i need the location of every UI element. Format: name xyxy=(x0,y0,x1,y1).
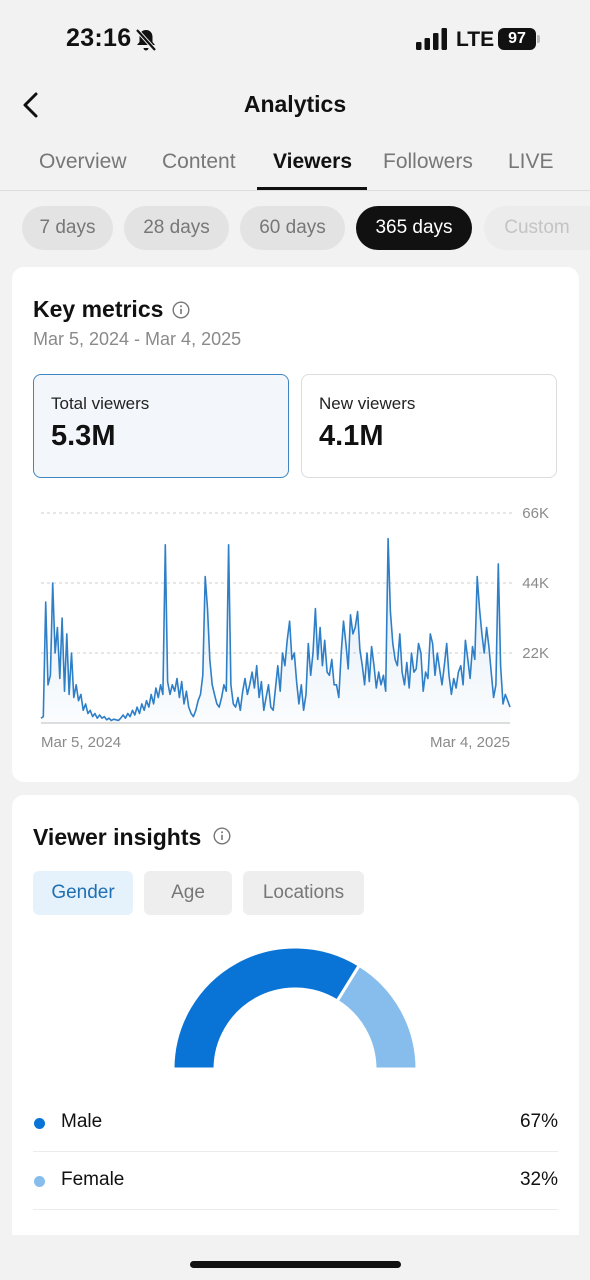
donut-slice-female xyxy=(335,963,419,1071)
home-indicator xyxy=(190,1261,401,1268)
page-title: Analytics xyxy=(243,91,347,117)
back-arrow-icon[interactable] xyxy=(18,90,46,120)
new-viewers-value: 4.1M xyxy=(319,420,384,452)
segment-locations[interactable]: Locations xyxy=(243,871,364,915)
range-7-days[interactable]: 7 days xyxy=(22,206,113,250)
y-tick-label: 44K xyxy=(522,575,549,592)
legend-row-female: Female 32% xyxy=(33,1152,558,1210)
key-metrics-title: Key metrics xyxy=(33,296,164,322)
key-metrics-card: Key metrics Mar 5, 2024 - Mar 4, 2025 To… xyxy=(12,267,579,782)
male-percent: 67% xyxy=(519,1111,558,1132)
legend-row-male: Male 67% xyxy=(33,1094,558,1152)
new-viewers-metric[interactable]: New viewers 4.1M xyxy=(301,374,557,478)
gender-donut-chart xyxy=(171,945,419,1071)
date-range-label: Mar 5, 2024 - Mar 4, 2025 xyxy=(33,329,242,349)
battery-level: 97 xyxy=(498,28,536,50)
total-viewers-label: Total viewers xyxy=(51,394,150,413)
tab-overview[interactable]: Overview xyxy=(39,150,127,173)
tab-followers[interactable]: Followers xyxy=(383,150,473,173)
y-tick-label: 66K xyxy=(522,505,549,522)
female-percent: 32% xyxy=(519,1169,558,1190)
male-label: Male xyxy=(61,1111,103,1132)
tab-viewers[interactable]: Viewers xyxy=(273,150,353,173)
new-viewers-label: New viewers xyxy=(319,394,416,413)
battery-icon: 97 xyxy=(498,28,540,50)
range-28-days[interactable]: 28 days xyxy=(124,206,229,250)
total-viewers-value: 5.3M xyxy=(51,420,116,452)
segment-age[interactable]: Age xyxy=(144,871,232,915)
viewer-insights-card: Viewer insights Gender Age Locations Mal… xyxy=(12,795,579,1235)
viewers-series-line xyxy=(40,537,511,722)
range-365-days[interactable]: 365 days xyxy=(356,206,472,250)
segment-gender[interactable]: Gender xyxy=(33,871,133,915)
viewers-line-chart: 22K 44K 66K Mar 5, 2024 Mar 4, 2025 xyxy=(40,505,549,751)
info-icon[interactable] xyxy=(172,301,190,319)
donut-slice-male xyxy=(171,945,362,1071)
date-range-selector: 7 days 28 days 60 days 365 days Custom xyxy=(0,206,590,250)
network-type: LTE xyxy=(456,28,495,51)
total-viewers-metric[interactable]: Total viewers 5.3M xyxy=(33,374,289,478)
y-tick-label: 22K xyxy=(522,645,549,662)
male-color-dot xyxy=(34,1118,45,1129)
active-tab-indicator xyxy=(257,187,367,190)
viewers-area xyxy=(41,538,510,723)
range-60-days[interactable]: 60 days xyxy=(240,206,345,250)
status-bar: 23:16 LTE 97 xyxy=(0,0,590,80)
x-tick-start: Mar 5, 2024 xyxy=(41,734,121,751)
range-custom[interactable]: Custom xyxy=(484,206,590,250)
tab-live[interactable]: LIVE xyxy=(508,150,554,173)
viewer-insights-title: Viewer insights xyxy=(33,824,202,850)
x-tick-end: Mar 4, 2025 xyxy=(430,734,510,751)
female-color-dot xyxy=(34,1176,45,1187)
female-label: Female xyxy=(61,1169,125,1190)
info-icon[interactable] xyxy=(213,827,231,845)
analytics-tabs: Overview Content Viewers Followers LIVE xyxy=(0,140,590,191)
bell-muted-icon xyxy=(135,28,157,52)
tab-content[interactable]: Content xyxy=(162,150,236,173)
cellular-signal-icon xyxy=(416,28,447,50)
status-time: 23:16 xyxy=(66,24,132,52)
